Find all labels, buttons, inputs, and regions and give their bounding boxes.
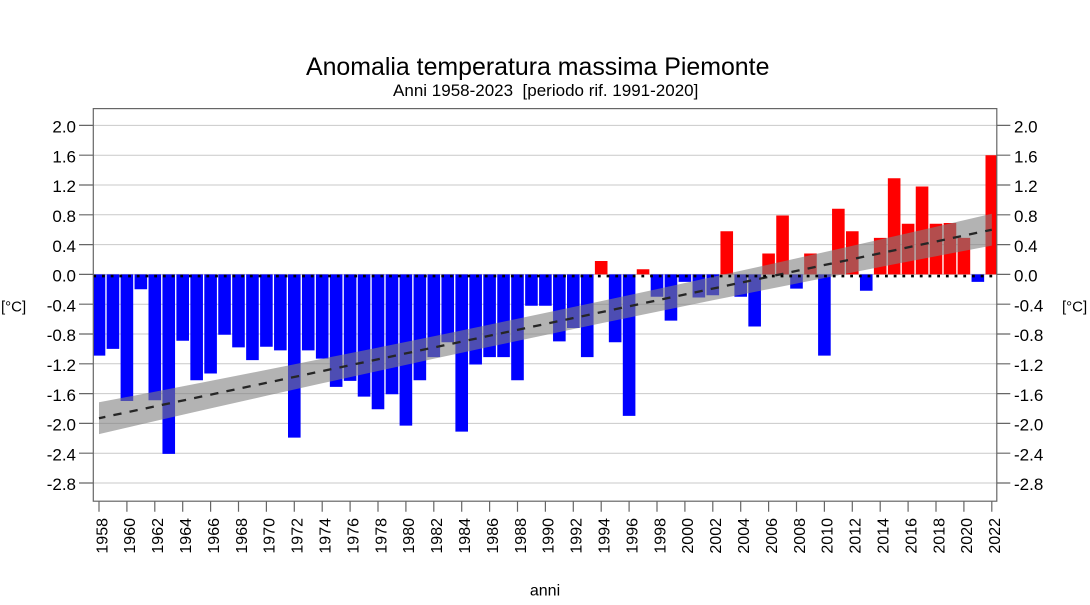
svg-text:1.2: 1.2 [1014, 177, 1038, 196]
svg-text:1986: 1986 [485, 518, 502, 554]
svg-text:1978: 1978 [373, 518, 390, 554]
svg-text:0.0: 0.0 [52, 267, 76, 286]
svg-text:2000: 2000 [680, 518, 697, 554]
svg-text:1976: 1976 [345, 518, 362, 554]
svg-text:2012: 2012 [848, 518, 865, 554]
svg-text:-0.4: -0.4 [1014, 296, 1043, 315]
svg-text:1980: 1980 [401, 518, 418, 554]
svg-text:1.2: 1.2 [52, 177, 76, 196]
svg-text:1964: 1964 [178, 518, 195, 554]
svg-text:-2.0: -2.0 [47, 416, 76, 435]
svg-text:2.0: 2.0 [1014, 118, 1038, 137]
svg-text:1990: 1990 [541, 518, 558, 554]
svg-text:-1.6: -1.6 [1014, 386, 1043, 405]
svg-text:[°C]: [°C] [1, 299, 26, 316]
svg-text:2014: 2014 [876, 518, 893, 554]
svg-text:2008: 2008 [792, 518, 809, 554]
svg-text:1960: 1960 [122, 518, 139, 554]
svg-text:-2.0: -2.0 [1014, 416, 1043, 435]
svg-text:1988: 1988 [513, 518, 530, 554]
svg-text:2020: 2020 [959, 518, 976, 554]
svg-text:1.6: 1.6 [1014, 147, 1038, 166]
svg-text:1992: 1992 [569, 518, 586, 554]
svg-text:1966: 1966 [206, 518, 223, 554]
svg-text:1970: 1970 [262, 518, 279, 554]
svg-text:-2.8: -2.8 [1014, 475, 1043, 494]
svg-text:-0.8: -0.8 [47, 326, 76, 345]
svg-text:-0.4: -0.4 [47, 296, 76, 315]
svg-text:anni: anni [530, 583, 560, 600]
svg-text:1962: 1962 [150, 518, 167, 554]
svg-text:1994: 1994 [597, 518, 614, 554]
svg-text:-1.2: -1.2 [47, 356, 76, 375]
svg-text:0.0: 0.0 [1014, 267, 1038, 286]
svg-text:2016: 2016 [903, 518, 920, 554]
svg-text:0.4: 0.4 [52, 237, 76, 256]
svg-text:2006: 2006 [764, 518, 781, 554]
svg-text:2004: 2004 [736, 518, 753, 554]
svg-text:1982: 1982 [429, 518, 446, 554]
svg-text:Anni 1958-2023 [periodo rif.: Anni 1958-2023 [periodo rif. 1991-2020] [393, 81, 698, 100]
svg-text:1984: 1984 [457, 518, 474, 554]
svg-text:-2.4: -2.4 [1014, 445, 1043, 464]
svg-text:-2.8: -2.8 [47, 475, 76, 494]
svg-text:1.6: 1.6 [52, 147, 76, 166]
svg-text:1974: 1974 [318, 518, 335, 554]
svg-text:-0.8: -0.8 [1014, 326, 1043, 345]
svg-text:1958: 1958 [94, 518, 111, 554]
svg-text:2010: 2010 [820, 518, 837, 554]
svg-text:2002: 2002 [708, 518, 725, 554]
svg-text:[°C]: [°C] [1062, 299, 1087, 316]
svg-text:0.8: 0.8 [52, 207, 76, 226]
svg-text:0.8: 0.8 [1014, 207, 1038, 226]
svg-text:-1.6: -1.6 [47, 386, 76, 405]
svg-text:1968: 1968 [234, 518, 251, 554]
svg-text:2.0: 2.0 [52, 118, 76, 137]
svg-text:1972: 1972 [290, 518, 307, 554]
svg-text:2018: 2018 [931, 518, 948, 554]
svg-text:Anomalia temperatura massima P: Anomalia temperatura massima Piemonte [306, 53, 769, 81]
svg-text:1998: 1998 [652, 518, 669, 554]
svg-text:1996: 1996 [624, 518, 641, 554]
svg-text:-2.4: -2.4 [47, 445, 76, 464]
svg-text:2022: 2022 [987, 518, 1004, 554]
svg-text:-1.2: -1.2 [1014, 356, 1043, 375]
svg-text:0.4: 0.4 [1014, 237, 1038, 256]
